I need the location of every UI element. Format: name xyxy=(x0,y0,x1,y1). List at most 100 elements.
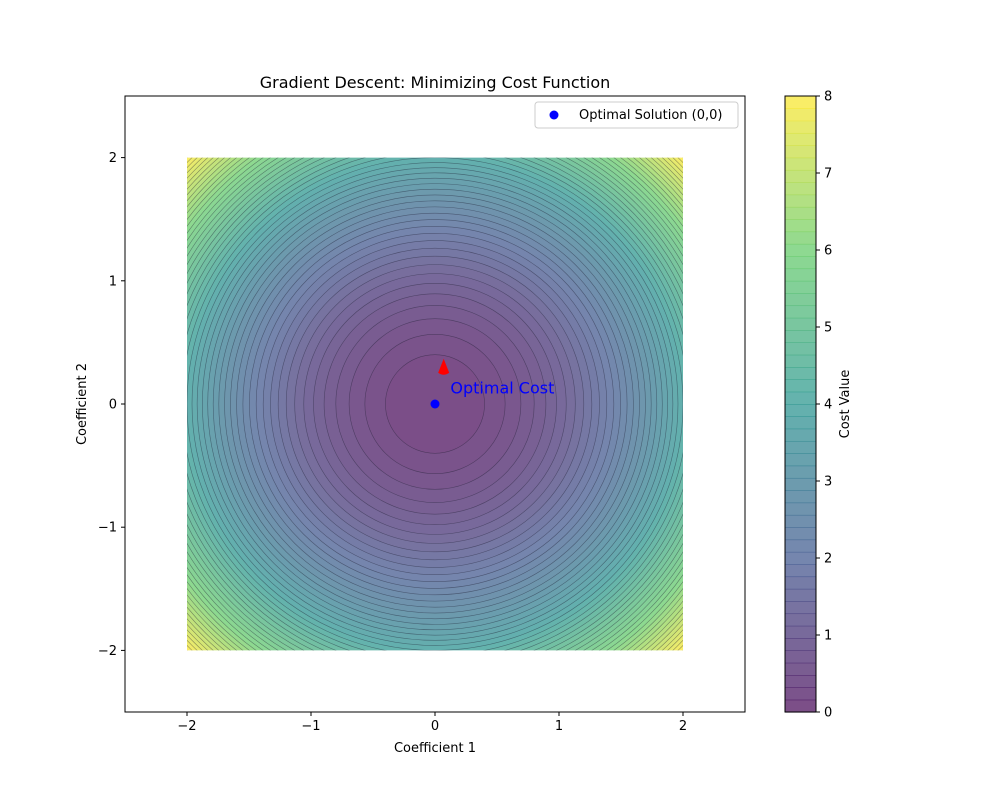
contour-line xyxy=(262,232,608,576)
colorbar-band xyxy=(785,601,816,615)
colorbar-band xyxy=(785,169,816,183)
colorbar-band xyxy=(785,625,816,639)
chart-title: Gradient Descent: Minimizing Cost Functi… xyxy=(260,73,611,92)
colorbar-band xyxy=(785,675,816,688)
colorbar-band xyxy=(785,293,816,307)
y-tick-label: 0 xyxy=(109,398,117,413)
colorbar-tick-label: 8 xyxy=(824,90,832,105)
colorbar-band xyxy=(785,157,816,171)
y-tick-label: −2 xyxy=(98,644,117,659)
contour-line xyxy=(323,293,547,515)
colorbar-tick-label: 5 xyxy=(824,321,832,336)
colorbar-band xyxy=(785,404,816,417)
contour-line xyxy=(270,240,600,568)
x-axis-ticks: −2 −1 0 1 2 xyxy=(177,712,687,734)
colorbar-band xyxy=(785,440,816,454)
colorbar-band xyxy=(785,416,816,430)
contour-line xyxy=(335,305,535,503)
x-tick-label: 0 xyxy=(431,719,439,734)
contour-line xyxy=(303,273,567,535)
y-tick-label: −1 xyxy=(98,521,117,536)
colorbar-tick-label: 0 xyxy=(824,706,832,721)
colorbar-tick-label: 6 xyxy=(824,244,832,259)
colorbar-tick-label: 7 xyxy=(824,167,832,182)
colorbar-band xyxy=(785,317,816,331)
contour-fills xyxy=(187,157,683,651)
colorbar-band xyxy=(785,194,816,208)
colorbar-band xyxy=(785,120,816,134)
colorbar-band xyxy=(785,96,816,109)
colorbar-band xyxy=(785,502,816,516)
optimal-solution-point xyxy=(430,399,440,409)
colorbar-tick-label: 1 xyxy=(824,629,832,644)
x-tick-label: −2 xyxy=(177,719,196,734)
colorbar: 0 1 2 3 4 5 6 7 8 Cost Value xyxy=(784,90,853,721)
colorbar-band xyxy=(785,243,816,257)
colorbar-band xyxy=(785,342,816,356)
x-tick-label: 1 xyxy=(555,719,563,734)
legend-label: Optimal Solution (0,0) xyxy=(579,108,722,123)
colorbar-band xyxy=(785,132,816,146)
colorbar-label: Cost Value xyxy=(838,370,853,439)
y-tick-label: 1 xyxy=(109,274,117,289)
colorbar-band xyxy=(785,551,816,565)
annotation-layer: Optimal Cost xyxy=(438,358,554,398)
colorbar-band xyxy=(785,379,816,393)
colorbar-band xyxy=(785,145,816,159)
colorbar-band xyxy=(785,428,816,442)
contour-line xyxy=(191,162,679,646)
data-markers xyxy=(430,399,440,409)
colorbar-band xyxy=(785,391,816,405)
colorbar-band xyxy=(785,539,816,553)
colorbar-band xyxy=(785,330,816,343)
colorbar-band xyxy=(785,613,816,627)
contour-line xyxy=(242,212,628,596)
colorbar-band xyxy=(785,638,816,651)
colorbar-band xyxy=(785,305,816,319)
colorbar-tick-label: 2 xyxy=(824,552,832,567)
plot-area: −2 −1 0 1 2 −2 −1 0 1 2 Optimal Cost xyxy=(98,95,746,734)
colorbar-band xyxy=(785,514,816,528)
contour-line xyxy=(230,200,640,608)
colorbar-band xyxy=(785,588,816,602)
contour-line xyxy=(255,226,615,582)
legend-box xyxy=(534,101,739,129)
x-tick-label: 2 xyxy=(679,719,687,734)
legend: Optimal Solution (0,0) xyxy=(534,101,739,129)
colorbar-tick-label: 4 xyxy=(824,398,832,413)
colorbar-band xyxy=(785,576,816,590)
contour-line xyxy=(294,264,576,544)
x-axis-label: Coefficient 1 xyxy=(394,741,476,756)
contour-line xyxy=(196,167,674,641)
colorbar-band xyxy=(785,354,816,368)
colorbar-band xyxy=(785,527,816,541)
contour-line xyxy=(364,334,506,474)
annotation-arrow xyxy=(438,358,450,375)
contour-line xyxy=(385,354,485,454)
colorbar-band xyxy=(785,490,816,504)
contour-line xyxy=(249,219,621,589)
colorbar-band xyxy=(785,699,816,713)
colorbar-band xyxy=(785,219,816,233)
colorbar-band xyxy=(785,367,816,380)
contour-line xyxy=(285,255,585,553)
colorbar-band xyxy=(785,453,816,467)
colorbar-band xyxy=(785,256,816,270)
y-tick-label: 2 xyxy=(109,151,117,166)
contour-line xyxy=(277,247,593,561)
contour-line xyxy=(236,206,634,602)
colorbar-band xyxy=(785,268,816,282)
contour-line xyxy=(218,188,652,620)
contour-line xyxy=(348,318,522,490)
y-axis-label: Coefficient 2 xyxy=(75,363,90,445)
colorbar-band xyxy=(785,465,816,479)
colorbar-band xyxy=(785,182,816,196)
contour-line xyxy=(313,282,557,526)
contour-line xyxy=(212,183,658,625)
x-tick-label: −1 xyxy=(301,719,320,734)
colorbar-band xyxy=(785,564,816,578)
colorbar-ticks: 0 1 2 3 4 5 6 7 8 xyxy=(816,90,832,721)
colorbar-band xyxy=(785,477,816,491)
colorbar-band xyxy=(785,108,816,122)
y-axis-ticks: −2 −1 0 1 2 xyxy=(98,151,125,659)
